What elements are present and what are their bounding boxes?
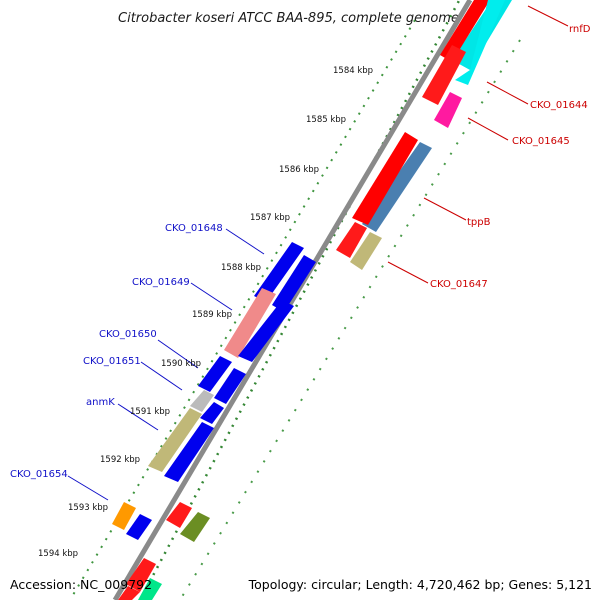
gene-label-CKO_01645[interactable]: CKO_01645: [512, 136, 570, 147]
gene-CKO_01649[interactable]: [224, 288, 294, 362]
gene-cko-01643-red[interactable]: [422, 45, 466, 105]
gene-cko-01656-olive[interactable]: [180, 512, 210, 542]
map-title: Citrobacter koseri ATCC BAA-895, complet…: [118, 11, 459, 26]
tick-label: 1585 kbp: [306, 115, 346, 125]
gene-label-CKO_01647[interactable]: CKO_01647: [430, 279, 488, 290]
gene-bottom-red-2[interactable]: [118, 586, 140, 600]
tick-label: 1591 kbp: [130, 407, 170, 417]
gene-label-CKO_01650[interactable]: CKO_01650: [99, 329, 157, 340]
gene-CKO_01645[interactable]: [434, 92, 462, 128]
gene-label-anmK[interactable]: anmK: [86, 397, 115, 408]
tick-labels: 1584 kbp 1585 kbp 1586 kbp 1587 kbp 1588…: [38, 66, 373, 559]
right-tick-ring: [179, 39, 521, 600]
gene-tppB[interactable]: [362, 142, 432, 232]
gene-bottom-green[interactable]: [138, 578, 162, 600]
tick-label: 1592 kbp: [100, 455, 140, 465]
outer-dotted-ring: [138, 0, 461, 600]
gene-label-CKO_01648[interactable]: CKO_01648: [165, 223, 223, 234]
gene-CKO_01651[interactable]: [214, 368, 246, 404]
tick-label: 1587 kbp: [250, 213, 290, 223]
gene-label-CKO_01649[interactable]: CKO_01649: [132, 277, 190, 288]
tick-label: 1584 kbp: [333, 66, 373, 76]
gene-label-tppB[interactable]: tppB: [467, 217, 491, 228]
gene-CKO_01654[interactable]: [112, 502, 152, 540]
tick-label: 1589 kbp: [192, 310, 232, 320]
gene-label-CKO_01654[interactable]: CKO_01654: [10, 469, 68, 480]
right-gene-labels: rnfD CKO_01644 CKO_01645 tppB CKO_01647: [430, 24, 591, 290]
gene-cko-01652-olive[interactable]: [148, 408, 202, 472]
gene-CKO_01644[interactable]: [455, 0, 505, 85]
tick-label: 1593 kbp: [68, 503, 108, 513]
tick-label: 1594 kbp: [38, 549, 78, 559]
gene-label-CKO_01644[interactable]: CKO_01644: [530, 100, 588, 111]
gene-CKO_01647[interactable]: [350, 232, 382, 270]
left-leader-lines: [67, 228, 265, 501]
gene-bottom-red[interactable]: [126, 558, 156, 592]
gene-cko-01653-blue[interactable]: [164, 422, 214, 482]
gene-cko-01646-red[interactable]: [336, 222, 367, 258]
backbone-line: [112, 0, 473, 600]
gene-tppB-red[interactable]: [352, 132, 418, 225]
right-leader-lines: [387, 5, 569, 284]
gene-anmK[interactable]: [190, 390, 224, 424]
tick-label: 1590 kbp: [161, 359, 201, 369]
accession-text: Accession: NC_009792: [10, 577, 153, 592]
gene-CKO_01648[interactable]: [254, 242, 316, 312]
gene-label-CKO_01651[interactable]: CKO_01651: [83, 356, 141, 367]
tick-label: 1586 kbp: [279, 165, 319, 175]
gene-cko-01655-red[interactable]: [166, 502, 192, 528]
tick-label: 1588 kbp: [221, 263, 261, 273]
gene-CKO_01650[interactable]: [198, 356, 232, 392]
left-gene-labels: CKO_01648 CKO_01649 CKO_01650 CKO_01651 …: [10, 223, 223, 480]
topology-text: Topology: circular; Length: 4,720,462 bp…: [248, 577, 592, 592]
gene-label-rnfD[interactable]: rnfD: [569, 24, 591, 35]
